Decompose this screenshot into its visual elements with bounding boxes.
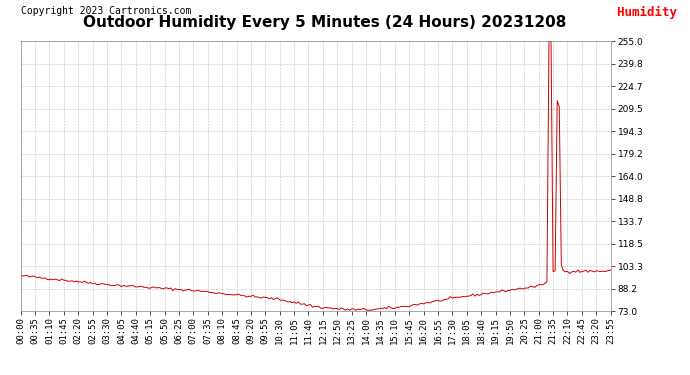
Text: Outdoor Humidity Every 5 Minutes (24 Hours) 20231208: Outdoor Humidity Every 5 Minutes (24 Hou… [83,15,566,30]
Text: Humidity  (%): Humidity (%) [617,6,690,19]
Text: Copyright 2023 Cartronics.com: Copyright 2023 Cartronics.com [21,6,191,16]
